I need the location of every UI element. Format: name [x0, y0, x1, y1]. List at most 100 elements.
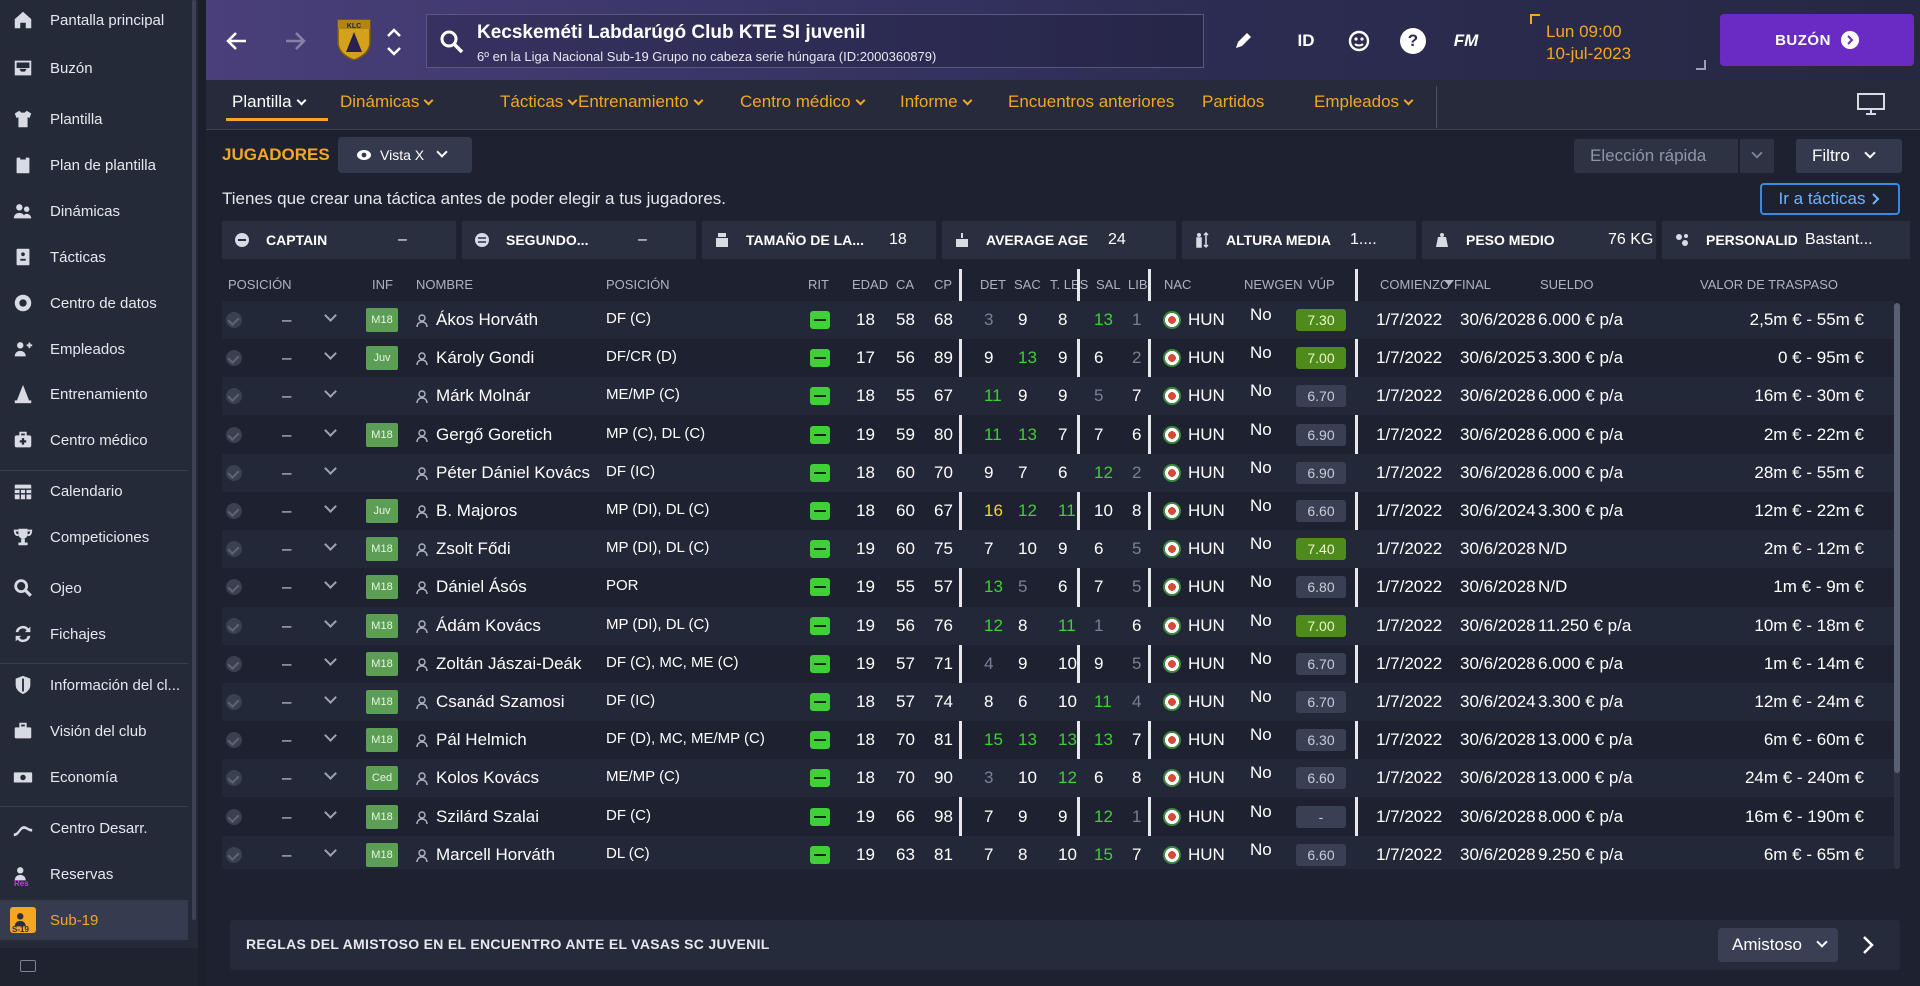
sidebar-item-información-del-cl-[interactable]: Información del cl... [0, 665, 188, 705]
tab-dinámicas[interactable]: Dinámicas [340, 92, 434, 112]
table-row[interactable]: – M18 Szilárd Szalai DF (C) 19 66 98 7 9 9 12 1 HUN N… [222, 798, 1894, 836]
select-player-checkbox[interactable] [226, 579, 242, 595]
column-header-inf[interactable]: INF [372, 277, 393, 292]
column-header-valor[interactable]: VALOR DE TRASPASO [1700, 277, 1838, 292]
chevron-down-icon[interactable] [324, 844, 337, 857]
sidebar-item-economía[interactable]: Economía [0, 757, 188, 797]
id-button[interactable]: ID [1286, 26, 1326, 56]
squad-position[interactable]: – [282, 692, 292, 711]
chevron-down-icon[interactable] [324, 806, 337, 819]
quick-pick-button[interactable]: Elección rápida [1574, 139, 1738, 173]
column-header-newgen[interactable]: NEWGEN [1244, 277, 1303, 292]
filter-button[interactable]: Filtro [1796, 139, 1902, 173]
back-button[interactable] [220, 24, 254, 58]
sidebar-item-ojeo[interactable]: Ojeo [0, 568, 188, 608]
column-header-edad[interactable]: EDAD [852, 277, 889, 292]
player-name[interactable]: Pál Helmich [436, 730, 527, 749]
sidebar-item-calendario[interactable]: Calendario [0, 471, 188, 511]
player-name[interactable]: B. Majoros [436, 501, 518, 520]
squad-position[interactable]: – [282, 539, 292, 558]
table-row[interactable]: – M18 Ákos Horváth DF (C) 18 58 68 3 9 8 13 1 HUN No 1… [222, 301, 1894, 339]
squad-position[interactable]: – [282, 654, 292, 673]
column-header-sal[interactable]: SAL [1096, 277, 1121, 292]
go-to-tactics-button[interactable]: Ir a tácticas [1760, 183, 1900, 215]
squad-position[interactable]: – [282, 616, 292, 635]
sidebar-item-reservas[interactable]: Res Reservas [0, 854, 188, 894]
chevron-down-icon[interactable] [324, 653, 337, 666]
sidebar-item-entrenamiento[interactable]: Entrenamiento [0, 374, 188, 414]
column-header-cp[interactable]: CP [934, 277, 953, 292]
club-search-box[interactable]: Kecskeméti Labdarúgó Club KTE SI juvenil… [426, 14, 1204, 68]
table-row[interactable]: – Juv Károly Gondi DF/CR (D) 17 56 89 9 13 9 6 2 HUN… [222, 339, 1894, 377]
sidebar-item-centro-médico[interactable]: Centro médico [0, 420, 188, 460]
select-player-checkbox[interactable] [226, 656, 242, 672]
table-row[interactable]: – M18 Gergő Goretich MP (C), DL (C) 19 59 80 11… [222, 416, 1894, 454]
table-scrollbar[interactable] [1894, 303, 1900, 869]
forward-button[interactable] [278, 24, 312, 58]
squad-position[interactable]: – [282, 577, 292, 596]
select-player-checkbox[interactable] [226, 312, 242, 328]
chevron-down-icon[interactable] [324, 309, 337, 322]
column-header-rit[interactable]: RIT [808, 277, 829, 292]
table-row[interactable]: – M18 Marcell Horváth DL (C) 19 63 81 7 8 10 15 7 HU… [222, 836, 1894, 869]
stat-personalidad[interactable]: PERSONALIDAD Bastant... [1662, 221, 1910, 259]
select-player-checkbox[interactable] [226, 388, 242, 404]
column-header-tles[interactable]: T. LES [1050, 277, 1089, 292]
squad-position[interactable]: – [282, 807, 292, 826]
stat-segundo[interactable]: SEGUNDO... – [462, 221, 696, 259]
player-name[interactable]: Szilárd Szalai [436, 807, 539, 826]
select-player-checkbox[interactable] [226, 350, 242, 366]
sidebar-item-competiciones[interactable]: Competiciones [0, 517, 188, 557]
select-player-checkbox[interactable] [226, 770, 242, 786]
sidebar-item-sub-19[interactable]: S-19 Sub-19 [0, 900, 188, 940]
chevron-down-icon[interactable] [324, 385, 337, 398]
sidebar-item-tácticas[interactable]: Tácticas [0, 237, 188, 277]
monitor-icon[interactable] [1856, 92, 1886, 116]
sidebar-item-visión-del-club[interactable]: Visión del club [0, 711, 188, 751]
chevron-down-icon[interactable] [324, 424, 337, 437]
table-row[interactable]: – Juv B. Majoros MP (DI), DL (C) 18 60 67 16 12 1… [222, 492, 1894, 530]
squad-position[interactable]: – [282, 348, 292, 367]
chevron-down-icon[interactable] [324, 729, 337, 742]
squad-position[interactable]: – [282, 463, 292, 482]
tab-centro-médico[interactable]: Centro médico [740, 92, 866, 112]
chevron-down-icon[interactable] [324, 462, 337, 475]
squad-position[interactable]: – [282, 310, 292, 329]
stat-average-age[interactable]: AVERAGE AGE 24 [942, 221, 1176, 259]
sidebar-item-dinámicas[interactable]: Dinámicas [0, 191, 188, 231]
select-player-checkbox[interactable] [226, 541, 242, 557]
player-name[interactable]: Gergő Goretich [436, 425, 553, 444]
table-row[interactable]: – Péter Dániel Kovács DF (IC) 18 60 70 9 7 6 12 2 H… [222, 454, 1894, 492]
player-name[interactable]: Csanád Szamosi [436, 692, 565, 711]
column-header-comienzo[interactable]: COMIENZO [1380, 277, 1451, 292]
table-row[interactable]: – M18 Csanád Szamosi DF (IC) 18 57 74 8 6 10 11 4 HU… [222, 683, 1894, 721]
select-player-checkbox[interactable] [226, 694, 242, 710]
player-name[interactable]: Dániel Ásós [436, 577, 527, 596]
stat-altura-media[interactable]: ALTURA MEDIA 1.... [1182, 221, 1416, 259]
table-row[interactable]: – Ced Kolos Kovács ME/MP (C) 18 70 90 3 10 12 6 8 HU… [222, 759, 1894, 797]
table-row[interactable]: – M18 Zoltán Jászai-Deák DF (C), MC, ME (C)… [222, 645, 1894, 683]
table-row[interactable]: – M18 Dániel Ásós POR 19 55 57 13 5 6 7 5 HUN No 1/7/2… [222, 568, 1894, 606]
fm-button[interactable]: FM [1446, 26, 1486, 56]
column-header-nac[interactable]: NAC [1164, 277, 1192, 292]
tab-informe[interactable]: Informe [900, 92, 973, 112]
column-header-posicion2[interactable]: POSICIÓN [606, 277, 670, 292]
table-row[interactable]: – M18 Zsolt Fődi MP (DI), DL (C) 19 60 75 7 10 9 6… [222, 530, 1894, 568]
column-header-final[interactable]: FINAL [1454, 277, 1491, 292]
squad-position[interactable]: – [282, 730, 292, 749]
player-name[interactable]: Márk Molnár [436, 386, 531, 405]
table-row[interactable]: – M18 Ádám Kovács MP (DI), DL (C) 19 56 76 12 8 1… [222, 607, 1894, 645]
club-switch-arrows[interactable] [382, 22, 406, 62]
chevron-down-icon[interactable] [324, 500, 337, 513]
select-player-checkbox[interactable] [226, 732, 242, 748]
column-header-lib[interactable]: LIB [1128, 277, 1148, 292]
player-name[interactable]: Zsolt Fődi [436, 539, 511, 558]
player-name[interactable]: Károly Gondi [436, 348, 535, 367]
squad-position[interactable]: – [282, 386, 292, 405]
tab-partidos[interactable]: Partidos [1202, 92, 1264, 112]
player-name[interactable]: Ádám Kovács [436, 616, 541, 635]
help-button[interactable]: ? [1398, 26, 1428, 56]
tab-tácticas[interactable]: Tácticas [500, 92, 578, 112]
sidebar-item-fichajes[interactable]: Fichajes [0, 614, 188, 654]
sidebar-item-plantilla[interactable]: Plantilla [0, 99, 188, 139]
